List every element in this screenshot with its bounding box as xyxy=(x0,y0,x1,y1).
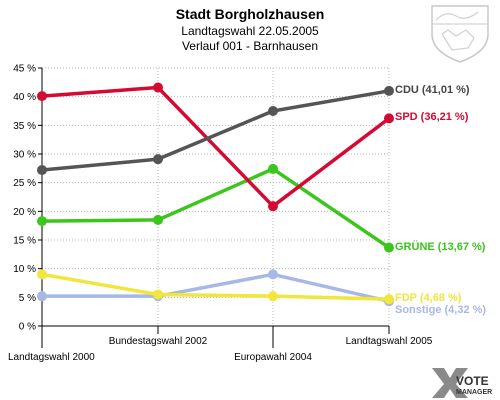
x-tick-label: Bundestagswahl 2002 xyxy=(109,336,208,347)
y-tick-label: 25 % xyxy=(13,178,36,189)
series-group: CDU (41,01 %) SPD (36,21 %) GRÜNE (13,67 %… xyxy=(37,82,486,316)
series-line-sonstige xyxy=(42,272,390,303)
brand-manager: MANAGER xyxy=(456,389,492,396)
coat-of-arms-icon xyxy=(431,5,489,63)
chart-subtitle-date: Landtagswahl 22.05.2005 xyxy=(181,24,319,38)
chart-title: Stadt Borgholzhausen xyxy=(176,6,325,22)
x-tick-label: Europawahl 2004 xyxy=(234,352,312,363)
data-point-grüne xyxy=(153,214,163,225)
x-axis: Landtagswahl 2000 Bundestagswahl 2002 Euro… xyxy=(8,325,433,363)
grid xyxy=(41,67,390,327)
series-label-cdu: CDU (41,01 %) xyxy=(395,84,470,96)
series-line-spd xyxy=(41,85,391,208)
series-label-sonstige: Sonstige (4,32 %) xyxy=(395,304,486,316)
data-point-grüne xyxy=(37,216,47,227)
data-point-cdu xyxy=(37,165,47,176)
y-tick-label: 15 % xyxy=(13,236,36,247)
series-label-grüne: GRÜNE (13,67 %) xyxy=(395,240,486,253)
data-point-grüne xyxy=(268,163,278,174)
series-label-fdp: FDP (4,68 %) xyxy=(395,292,462,304)
data-point-cdu xyxy=(268,106,278,116)
brand-vote: VOTE xyxy=(456,374,489,388)
x-tick-label: Landtagswahl 2005 xyxy=(346,336,433,347)
series-line-grüne xyxy=(41,167,390,250)
y-tick-label: 0 % xyxy=(19,322,36,333)
data-point-fdp xyxy=(37,269,47,280)
y-tick-label: 40 % xyxy=(13,92,36,103)
data-point-spd xyxy=(153,82,163,93)
series-label-spd: SPD (36,21 %) xyxy=(395,111,469,123)
plot-area xyxy=(42,68,389,326)
data-point-spd xyxy=(384,113,394,124)
data-point-sonstige xyxy=(268,269,278,280)
y-axis: 0 % 5 % 10 % 15 % 20 % 25 % 30 % 35 % 40 % 45 % xyxy=(13,64,43,333)
y-tick-label: 5 % xyxy=(19,293,36,304)
data-point-cdu xyxy=(384,85,394,96)
chart-subtitle-district: Verlauf 001 - Barnhausen xyxy=(182,39,318,53)
vote-manager-logo: VOTE MANAGER xyxy=(432,368,492,398)
vote-manager-x-icon xyxy=(432,368,468,398)
data-point-spd xyxy=(37,91,47,102)
series-line-fdp xyxy=(41,272,390,301)
y-tick-label: 20 % xyxy=(13,207,36,218)
data-point-cdu xyxy=(153,154,163,165)
series-line-cdu xyxy=(41,89,390,172)
data-point-grüne xyxy=(384,242,394,253)
data-point-fdp xyxy=(268,291,278,302)
data-point-sonstige xyxy=(37,291,47,302)
data-point-fdp xyxy=(153,289,163,300)
y-tick-label: 30 % xyxy=(13,150,36,161)
data-point-fdp xyxy=(384,294,394,305)
y-tick-label: 35 % xyxy=(13,121,36,132)
y-tick-label: 45 % xyxy=(13,64,36,75)
y-tick-label: 10 % xyxy=(13,264,36,275)
data-point-spd xyxy=(268,201,278,212)
x-tick-label: Landtagswahl 2000 xyxy=(8,352,95,363)
